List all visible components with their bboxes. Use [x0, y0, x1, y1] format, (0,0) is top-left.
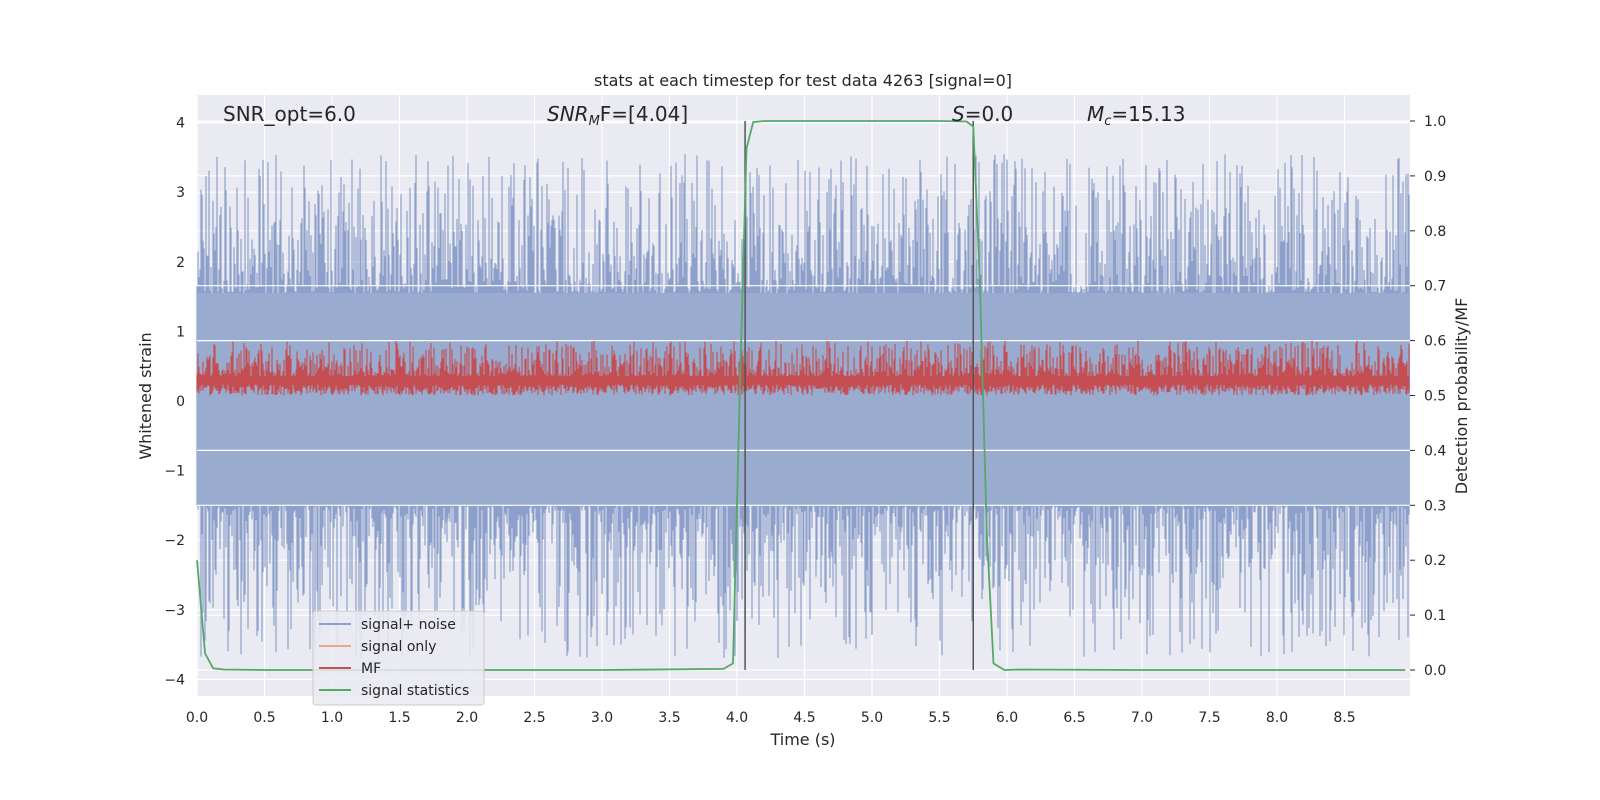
annotation-s: S=0.0: [952, 102, 1013, 126]
y-tick-label: 3: [176, 185, 185, 201]
s-suffix: =0.0: [965, 102, 1014, 126]
signal-noise-band: [197, 293, 1410, 506]
x-tick-label: 3.5: [658, 710, 680, 726]
series-mf: [196, 340, 1410, 396]
x-tick-label: 7.0: [1131, 710, 1153, 726]
x-tick-label: 3.0: [591, 710, 613, 726]
x-axis-ticks: 0.0 0.5 1.0 1.5 2.0 2.5 3.0 3.5 4.0 4.5 5.0 5.5 6.0 6…: [186, 710, 1356, 726]
y-tick-label: 2: [176, 255, 185, 271]
y2-tick-label: 0.1: [1424, 608, 1446, 624]
snr-mf-prefix: SNR: [547, 102, 589, 126]
x-tick-label: 1.0: [321, 710, 343, 726]
y-tick-label: 0: [176, 394, 185, 410]
y2-tick-label: 1.0: [1424, 114, 1446, 130]
y2-tick-label: 0.9: [1424, 169, 1446, 185]
series-signal-statistics: [196, 120, 1406, 671]
y-axis-ticks: 4 3 2 1 0 −1 −2 −3 −4: [164, 116, 185, 689]
x-tick-label: 0.5: [253, 710, 275, 726]
legend-label-signal-only: signal only: [361, 639, 436, 655]
snr-mf-sub: M: [589, 114, 600, 129]
annotation-mc: Mc=15.13: [1087, 102, 1185, 129]
y-axis-label: Whitened strain: [136, 332, 155, 459]
x-tick-label: 2.5: [523, 710, 545, 726]
y2-tick-label: 0.3: [1424, 498, 1446, 514]
y-tick-label: −3: [164, 603, 185, 619]
x-tick-label: 7.5: [1198, 710, 1220, 726]
annotation-snr-mf: SNRMF=[4.04]: [547, 102, 688, 129]
x-tick-label: 6.5: [1063, 710, 1085, 726]
y-tick-label: −2: [164, 533, 185, 549]
annotation-snr-opt: SNR_opt=6.0: [223, 102, 356, 126]
x-tick-label: 5.5: [928, 710, 950, 726]
y2-tick-label: 0.2: [1424, 553, 1446, 569]
mc-prefix: M: [1087, 102, 1104, 126]
x-tick-label: 1.5: [388, 710, 410, 726]
x-tick-label: 4.5: [793, 710, 815, 726]
x-tick-label: 0.0: [186, 710, 208, 726]
y2-tick-label: 0.5: [1424, 389, 1446, 405]
y2-tick-label: 0.6: [1424, 334, 1446, 350]
x-axis-label: Time (s): [769, 730, 835, 749]
signal-statistics-line: [196, 120, 1406, 671]
mc-sub: c: [1104, 114, 1111, 129]
mf-trace: [196, 340, 1410, 396]
x-tick-label: 8.5: [1333, 710, 1355, 726]
s-prefix: S: [952, 102, 965, 126]
legend-label-signal-statistics: signal statistics: [361, 683, 469, 699]
x-tick-label: 4.0: [726, 710, 748, 726]
y2-tick-label: 0.7: [1424, 279, 1446, 295]
legend-label-mf: MF: [361, 661, 381, 677]
y-tick-label: −4: [164, 672, 185, 688]
y2-axis-ticks: 1.0 0.9 0.8 0.7 0.6 0.5 0.4 0.3 0.2 0.1 0.0: [1410, 114, 1446, 679]
y2-tick-label: 0.0: [1424, 663, 1446, 679]
x-tick-label: 8.0: [1266, 710, 1288, 726]
y2-tick-label: 0.4: [1424, 443, 1446, 459]
y-tick-label: 1: [176, 324, 185, 340]
legend-label-signal-noise: signal+ noise: [361, 617, 456, 633]
x-tick-label: 5.0: [861, 710, 883, 726]
mc-suffix: =15.13: [1111, 102, 1185, 126]
x-tick-label: 2.0: [456, 710, 478, 726]
snr-mf-suffix: F=[4.04]: [600, 102, 688, 126]
series-signal-noise: [196, 154, 1410, 659]
y2-tick-label: 0.8: [1424, 224, 1446, 240]
y2-axis-label: Detection probability/MF: [1452, 298, 1471, 495]
legend-box: [312, 610, 485, 706]
legend: signal+ noise signal only MF signal stat…: [312, 610, 485, 706]
x-tick-label: 6.0: [996, 710, 1018, 726]
y-tick-label: −1: [164, 464, 185, 480]
chart-title: stats at each timestep for test data 426…: [594, 71, 1012, 90]
y-tick-label: 4: [176, 116, 185, 132]
